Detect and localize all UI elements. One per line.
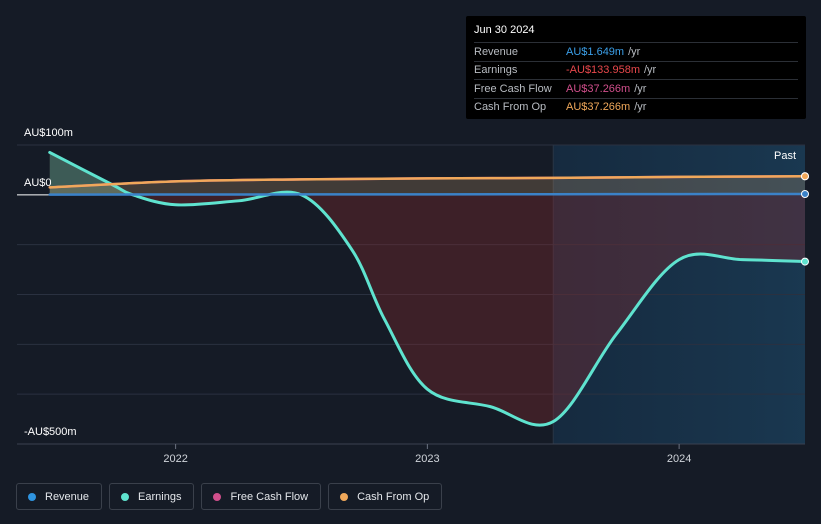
cash-from-op-dot-icon (340, 492, 349, 501)
tooltip-value: AU$37.266m (566, 82, 631, 95)
legend-label: Revenue (45, 490, 90, 503)
legend-item-revenue[interactable]: Revenue (16, 483, 103, 510)
tooltip-label: Cash From Op (474, 101, 547, 114)
earnings-dot-icon (121, 492, 130, 501)
revenue-end-marker (801, 190, 809, 199)
tooltip: Jun 30 2024 Revenue AU$1.649m /yr Earnin… (466, 16, 806, 119)
legend-item-free-cash-flow[interactable]: Free Cash Flow (201, 483, 322, 510)
past-label: Past (774, 150, 797, 162)
x-tick-label: 2022 (163, 453, 187, 465)
revenue-line (48, 192, 807, 196)
tooltip-value: -AU$133.958m (566, 64, 640, 77)
tooltip-row-earnings: Earnings -AU$133.958m /yr (474, 60, 798, 80)
tooltip-label: Earnings (474, 64, 518, 77)
free-cash-flow-dot-icon (213, 492, 222, 501)
y-tick-label: AU$0 (24, 177, 52, 189)
tooltip-unit: /yr (628, 45, 641, 58)
legend-label: Earnings (138, 490, 182, 503)
legend-label: Free Cash Flow (230, 490, 309, 503)
tooltip-value: AU$37.266m (566, 101, 631, 114)
tooltip-row-free-cash-flow: Free Cash Flow AU$37.266m /yr (474, 79, 798, 98)
tooltip-date: Jun 30 2024 (474, 24, 535, 36)
tooltip-row-revenue: Revenue AU$1.649m /yr (474, 42, 798, 61)
x-tick-label: 2024 (667, 453, 691, 465)
legend-item-earnings[interactable]: Earnings (109, 483, 195, 510)
earnings-end-marker (801, 257, 809, 266)
tooltip-value: AU$1.649m (566, 45, 625, 58)
cash-from-op-line (48, 175, 807, 189)
tooltip-label: Free Cash Flow (474, 82, 552, 95)
x-tick-label: 2023 (415, 453, 439, 465)
legend-label: Cash From Op (357, 490, 430, 503)
tooltip-label: Revenue (474, 45, 519, 58)
y-tick-label: -AU$500m (24, 426, 77, 438)
tooltip-unit: /yr (634, 101, 647, 114)
legend: Revenue Earnings Free Cash Flow Cash Fro… (16, 483, 443, 510)
revenue-dot-icon (28, 492, 36, 501)
earnings-line (48, 150, 807, 427)
tooltip-row-cash-from-op: Cash From Op AU$37.266m /yr (474, 97, 798, 117)
tooltip-unit: /yr (634, 82, 647, 95)
tooltip-unit: /yr (644, 64, 657, 77)
y-tick-label: AU$100m (24, 127, 73, 139)
earnings-area (49, 152, 805, 426)
legend-item-cash-from-op[interactable]: Cash From Op (328, 483, 443, 510)
cash-from-op-end-marker (801, 172, 809, 181)
